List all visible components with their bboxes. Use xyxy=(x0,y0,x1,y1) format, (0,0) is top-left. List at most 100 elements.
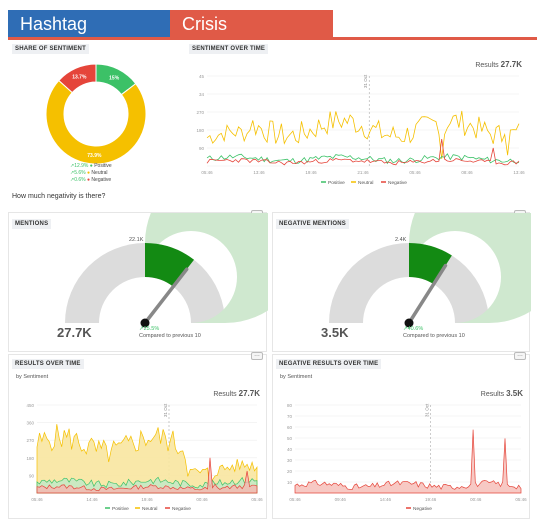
y-tick-label: 270 xyxy=(196,110,204,115)
y-tick-label: 450 xyxy=(26,403,34,408)
negative-mentions-delta: ↗40.6% xyxy=(403,326,424,332)
y-tick-label: 30 xyxy=(287,458,293,463)
mentions-top-value: 22.1K xyxy=(129,237,144,243)
y-tick-label: 60 xyxy=(287,425,293,430)
legend-delta: 5.6% xyxy=(74,170,86,176)
x-tick-label: 19:46 xyxy=(425,497,437,502)
legend-label: Negative xyxy=(91,177,112,183)
legend-label: Neutral xyxy=(358,180,373,186)
tab-crisis-management[interactable]: Crisis Management xyxy=(170,10,333,62)
panel-title: MENTIONS xyxy=(12,219,52,229)
x-tick-label: 14:46 xyxy=(86,497,98,502)
y-tick-label: 80 xyxy=(287,403,293,408)
negative-mentions-top-value: 2.4K xyxy=(395,237,407,243)
series-negative xyxy=(206,138,520,166)
mentions-total: 27.7K xyxy=(57,325,92,340)
gauge-fill-dark xyxy=(145,243,195,287)
gauge-needle xyxy=(407,263,448,325)
y-tick-label: 180 xyxy=(26,456,34,461)
y-tick-label: 360 xyxy=(26,421,34,426)
y-tick-label: 180 xyxy=(196,128,204,133)
gauge-fill-light xyxy=(409,213,531,323)
legend-label: Negative xyxy=(172,506,191,512)
y-tick-label: 34 xyxy=(199,92,205,97)
sentiment-line-chart: 45 34 270 180 90 05:46 13:46 19:46 21:46 05:46 08:… xyxy=(196,74,525,186)
donut-legend: ↗12.9% ● Positive ↗5.6% ● Neutral ↗0.6% … xyxy=(70,163,112,184)
panel-subtitle: by Sentiment xyxy=(16,374,49,380)
more-options-button[interactable]: … xyxy=(514,352,526,360)
negative-results-area-chart: 80 70 60 50 40 30 20 10 05:46 09:46 14:46 19:46 00:4… xyxy=(287,403,527,512)
x-tick-label: 21:46 xyxy=(357,170,369,175)
legend-delta: 12.9% xyxy=(74,163,89,169)
x-tick-label: 05:46 xyxy=(201,170,213,175)
tab-bar: Hashtag Tracking Crisis Management xyxy=(8,10,333,62)
results-count: Results 27.7K xyxy=(475,60,522,69)
tab-underline xyxy=(8,37,537,40)
y-tick-label: 270 xyxy=(26,438,34,443)
legend-delta: 0.6% xyxy=(74,177,86,183)
results-value: 3.5K xyxy=(506,389,523,398)
panel-title: NEGATIVE MENTIONS xyxy=(276,219,349,229)
results-label: Results xyxy=(480,391,505,398)
mentions-gauge xyxy=(65,213,268,328)
mentions-delta: ↗25.5% xyxy=(139,326,160,332)
y-tick-label: 10 xyxy=(287,480,293,485)
negative-mentions-total: 3.5K xyxy=(321,325,349,340)
donut-label: 15% xyxy=(109,75,120,81)
date-marker-label: 31 Oct xyxy=(363,74,368,88)
legend-label: Positive xyxy=(328,180,345,186)
negative-mentions-panel: NEGATIVE MENTIONS … 3.5K 2.4K ↗40.6% Com… xyxy=(272,210,531,352)
panel-title: RESULTS OVER TIME xyxy=(12,359,84,369)
panel-title: SHARE OF SENTIMENT xyxy=(12,44,89,54)
gauge-fill-dark xyxy=(409,243,452,285)
legend-row-neutral: ↗5.6% ● Neutral xyxy=(70,170,108,176)
sentiment-donut: 13.7% 15% 73.9% xyxy=(45,63,147,165)
donut-label: 13.7% xyxy=(72,75,87,81)
legend-label: Positive xyxy=(112,506,129,512)
gauge-needle xyxy=(143,267,189,325)
donut-slice-neutral xyxy=(45,79,147,165)
panel-title: SENTIMENT OVER TIME xyxy=(189,44,269,54)
results-value: 27.7K xyxy=(500,60,522,69)
x-tick-label: 19:46 xyxy=(141,497,153,502)
x-tick-label: 05:46 xyxy=(515,497,527,502)
results-over-time-panel: RESULTS OVER TIME … by Sentiment Results… xyxy=(8,352,267,519)
tab-hashtag-tracking[interactable]: Hashtag Tracking xyxy=(8,10,170,62)
x-tick-label: 19:46 xyxy=(305,170,317,175)
series-neutral xyxy=(206,110,520,159)
delta-value: 25.5% xyxy=(143,326,160,332)
area-negative xyxy=(294,429,522,494)
legend-row-positive: ↗12.9% ● Positive xyxy=(70,163,112,169)
legend-label: Negative xyxy=(388,180,407,186)
results-count: Results 27.7K xyxy=(213,389,260,398)
y-tick-label: 70 xyxy=(287,414,293,419)
panel-title: NEGATIVE RESULTS OVER TIME xyxy=(276,359,382,369)
results-label: Results xyxy=(475,62,499,69)
y-tick-label: 90 xyxy=(29,473,35,478)
x-tick-label: 14:46 xyxy=(380,497,392,502)
gauge-pivot xyxy=(140,318,150,328)
gauge-background xyxy=(329,243,489,323)
more-options-button[interactable]: … xyxy=(251,352,263,360)
mentions-panel: MENTIONS … 27.7K 22.1K ↗25.5% Compared t… xyxy=(8,210,268,352)
x-tick-label: 05:46 xyxy=(31,497,43,502)
donut-label: 73.9% xyxy=(87,153,102,159)
results-count: Results 3.5K xyxy=(481,389,523,398)
y-tick-label: 45 xyxy=(199,74,205,79)
panel-subtitle: by Sentiment xyxy=(280,374,313,380)
date-marker-label: 31 Oct xyxy=(425,403,430,417)
negative-mentions-compared: Compared to previous 10 xyxy=(403,333,465,339)
delta-value: 40.6% xyxy=(407,326,424,332)
gauge-fill-light xyxy=(145,213,268,323)
x-tick-label: 05:46 xyxy=(409,170,421,175)
series-positive xyxy=(206,153,520,165)
negativity-question: How much negativity is there? xyxy=(12,193,106,200)
legend-label: Negative xyxy=(413,506,432,512)
x-tick-label: 09:46 xyxy=(335,497,347,502)
mentions-compared: Compared to previous 10 xyxy=(139,333,201,339)
x-tick-label: 05:46 xyxy=(289,497,301,502)
area-neutral xyxy=(36,424,258,494)
results-label: Results xyxy=(213,391,237,398)
x-tick-label: 00:46 xyxy=(470,497,482,502)
legend-label: Neutral xyxy=(142,506,157,512)
